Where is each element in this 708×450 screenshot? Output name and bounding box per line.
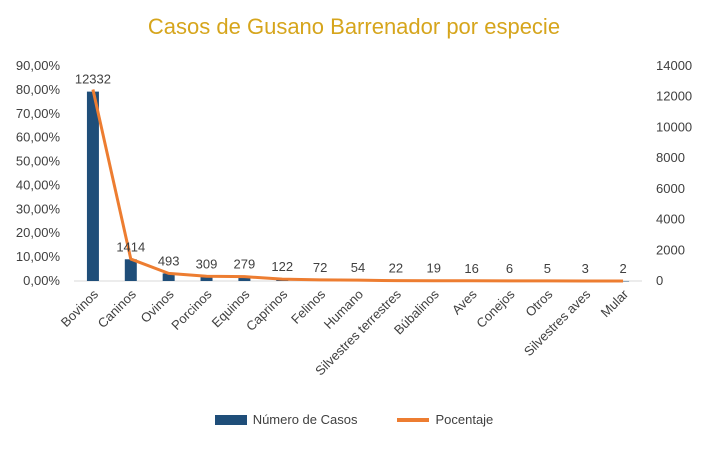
data-label: 2: [619, 261, 626, 276]
left-axis-tick-label: 60,00%: [16, 130, 61, 145]
legend-swatch-bar: [214, 414, 247, 425]
x-axis-tick-label: Otros: [522, 286, 555, 319]
data-label: 12332: [75, 72, 111, 87]
left-axis-tick-label: 30,00%: [16, 201, 61, 216]
x-axis-tick-label: Caprinos: [243, 286, 291, 334]
data-label: 279: [234, 257, 256, 272]
right-axis-tick-label: 10000: [656, 119, 692, 134]
x-axis-tick-label: Conejos: [473, 286, 518, 331]
legend-swatch-line: [397, 417, 430, 422]
data-label: 122: [271, 259, 293, 274]
right-axis-tick-label: 14000: [656, 58, 692, 73]
x-axis-tick-label: Mular: [598, 286, 632, 320]
data-label: 16: [464, 261, 478, 276]
data-label: 5: [544, 261, 551, 276]
data-label: 54: [351, 260, 365, 275]
bar-caninos: [124, 259, 137, 281]
left-axis-tick-label: 80,00%: [16, 82, 61, 97]
left-axis-tick-label: 40,00%: [16, 177, 61, 192]
data-label: 309: [196, 256, 218, 271]
x-axis-tick-label: Porcinos: [168, 286, 215, 333]
bar-bovinos: [86, 91, 99, 281]
right-axis-tick-label: 8000: [656, 150, 685, 165]
right-axis-tick-label: 0: [656, 273, 663, 288]
data-label: 72: [313, 260, 327, 275]
data-label: 22: [389, 261, 403, 276]
data-label: 3: [582, 261, 589, 276]
data-label: 19: [426, 261, 440, 276]
bar-mular: [617, 280, 630, 282]
bar-porcinos: [200, 276, 213, 281]
legend-item-casos: Número de Casos: [214, 412, 358, 427]
chart-title: Casos de Gusano Barrenador por especie: [147, 14, 561, 39]
legend-label-porcentaje: Pocentaje: [435, 412, 494, 427]
legend-label-casos: Número de Casos: [252, 412, 358, 427]
x-axis-tick-label: Bovinos: [58, 286, 102, 330]
right-axis-tick-label: 12000: [656, 89, 692, 104]
x-axis-tick-label: Caninos: [95, 286, 140, 331]
bar-equinos: [238, 276, 251, 281]
right-axis-tick-label: 4000: [656, 212, 685, 227]
left-axis-tick-label: 0,00%: [23, 273, 60, 288]
bar-ovinos: [162, 273, 175, 281]
right-axis-tick-label: 2000: [656, 242, 685, 257]
data-label: 1414: [116, 239, 145, 254]
x-axis-tick-label: Aves: [449, 286, 480, 317]
x-axis-tick-label: Silvestres aves: [521, 286, 594, 359]
left-axis-tick-label: 10,00%: [16, 249, 61, 264]
left-axis-tick-label: 50,00%: [16, 154, 61, 169]
left-axis-tick-label: 20,00%: [16, 225, 61, 240]
right-axis-tick-label: 6000: [656, 181, 685, 196]
data-label: 493: [158, 253, 180, 268]
line-series-porcentaje: [91, 89, 624, 283]
legend-item-porcentaje: Pocentaje: [397, 412, 493, 427]
left-axis-tick-label: 70,00%: [16, 106, 61, 121]
legend: Número de Casos Pocentaje: [0, 412, 708, 427]
left-axis-tick-label: 90,00%: [16, 58, 61, 73]
data-label: 6: [506, 261, 513, 276]
